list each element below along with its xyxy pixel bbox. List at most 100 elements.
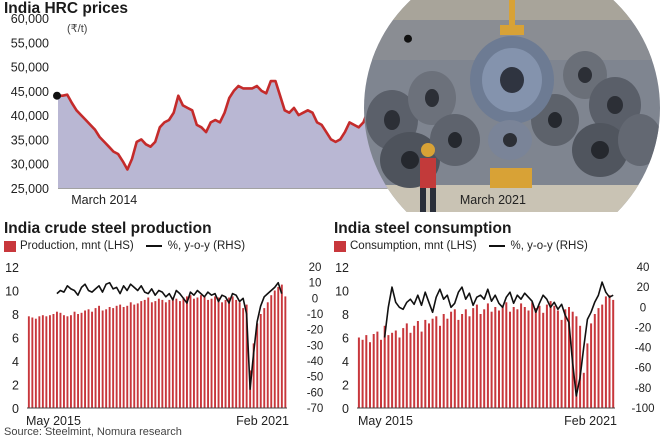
right-y-tick-label: 40	[637, 262, 650, 274]
bar	[380, 339, 382, 408]
bar	[601, 304, 604, 408]
right-y-tick-label: -20	[307, 325, 324, 337]
bar	[38, 316, 41, 408]
bar	[210, 298, 213, 408]
bar	[34, 318, 37, 408]
steel-coil-photo	[364, 0, 660, 212]
bar	[608, 295, 611, 408]
bar	[59, 312, 62, 408]
bar	[270, 295, 273, 408]
production-chart: 0 2 4 6 8 10 12 20 10 0 -10 -20 -30 -40 -50 -60 -70 May 2…	[5, 261, 324, 428]
bar	[439, 325, 441, 409]
left-y-tick-label: 0	[342, 402, 349, 416]
bar	[203, 296, 206, 408]
bar	[486, 303, 489, 408]
hrc-unit-label: (₹/t)	[67, 23, 88, 35]
right-y-tick-label: -70	[307, 403, 324, 415]
left-y-tick-label: 2	[12, 379, 19, 393]
bar	[284, 296, 287, 408]
bar	[534, 308, 537, 408]
bar	[527, 310, 530, 408]
bar	[175, 298, 178, 408]
hrc-end-marker	[404, 34, 412, 43]
bar	[498, 310, 500, 408]
bar	[475, 304, 478, 408]
bar	[446, 318, 449, 408]
bar	[122, 307, 125, 408]
bar	[405, 323, 408, 408]
right-y-tick-label: -40	[635, 343, 652, 355]
right-y-tick-label: 20	[309, 262, 322, 274]
bar	[189, 295, 192, 408]
consumption-chart-title: India steel consumption	[334, 220, 512, 237]
bar	[369, 342, 371, 408]
bar	[505, 302, 508, 409]
right-y-tick-label: -10	[307, 309, 324, 321]
left-y-tick-label: 0	[12, 402, 19, 416]
bar	[273, 290, 276, 408]
bar	[457, 319, 460, 408]
bar	[516, 309, 519, 408]
consumption-legend-swatch	[334, 240, 346, 252]
right-y-tick-label: -80	[635, 383, 652, 395]
yoy-line	[56, 281, 283, 390]
hrc-y-tick-label: 35,000	[11, 133, 49, 147]
bar	[164, 302, 167, 409]
left-y-tick-label: 4	[12, 355, 19, 369]
bar	[259, 314, 262, 408]
bar	[182, 297, 185, 408]
hrc-y-tick-label: 25,000	[11, 182, 49, 196]
bar	[604, 296, 607, 408]
bar	[186, 296, 188, 408]
hrc-x-axis: March 2014 March 2021	[71, 193, 526, 207]
bar	[365, 335, 368, 408]
bar	[91, 311, 93, 408]
bar	[579, 325, 582, 409]
bar	[98, 305, 100, 408]
hrc-y-tick-label: 30,000	[11, 158, 49, 172]
bar	[575, 316, 578, 408]
bar	[424, 319, 427, 408]
bar	[150, 302, 153, 409]
right-y-tick-label: -100	[631, 403, 654, 415]
right-y-tick-label: 10	[309, 278, 322, 290]
bar	[450, 311, 453, 408]
hrc-y-tick-label: 40,000	[11, 109, 49, 123]
bar	[73, 311, 76, 408]
right-y-tick-label: 20	[637, 282, 650, 294]
bar	[372, 334, 375, 408]
right-y-tick-label: 0	[312, 293, 318, 305]
bar	[171, 297, 174, 408]
bar	[168, 299, 171, 408]
bar	[586, 343, 589, 408]
hrc-x-tick-label: March 2014	[71, 193, 137, 207]
bar	[472, 308, 475, 408]
hrc-price-area	[58, 30, 405, 188]
bar	[398, 337, 401, 408]
bar	[545, 304, 548, 408]
bar	[361, 339, 364, 408]
bar	[597, 308, 600, 408]
bar	[461, 314, 464, 408]
coil-rows-right	[531, 51, 660, 177]
right-y-tick-label: -30	[307, 340, 324, 352]
left-y-tick-label: 10	[335, 285, 349, 299]
bar	[126, 305, 129, 408]
bar	[376, 331, 379, 408]
bar	[413, 325, 416, 409]
bar	[483, 309, 486, 408]
left-y-tick-label: 12	[5, 261, 19, 275]
bar	[252, 343, 255, 408]
bar	[224, 299, 227, 408]
bar	[494, 307, 497, 408]
bar	[27, 316, 30, 408]
bar	[564, 309, 567, 408]
hrc-chart-title: India HRC prices	[4, 0, 129, 17]
bar	[140, 301, 143, 408]
bar	[200, 295, 202, 408]
production-legend-line-swatch	[145, 245, 162, 247]
right-y-tick-label: -60	[307, 387, 324, 399]
consumption-legend-line-label: %, y-o-y (RHS)	[510, 240, 588, 252]
source-note: Source: Steelmint, Nomura research	[4, 426, 182, 438]
bar	[357, 337, 360, 408]
